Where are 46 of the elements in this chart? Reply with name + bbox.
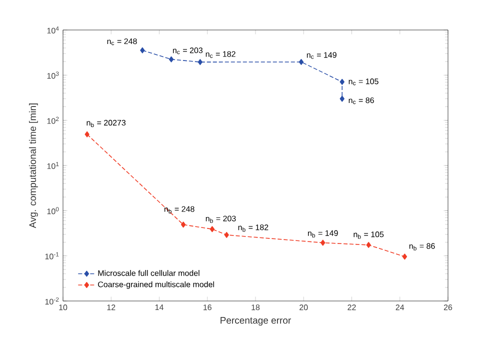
annotation: n$_{b}$ = 105 (354, 232, 384, 239)
point (180, 222, 186, 228)
point (402, 254, 408, 260)
annotation: n$_{c}$ = 248 (107, 38, 137, 46)
y-tick-label: 10$^{-1}$ (45, 252, 59, 260)
point (340, 96, 344, 102)
y-tick-label: 10$^{0}$ (47, 207, 59, 214)
y-tick-label: 10$^{2}$ (47, 116, 59, 124)
point (320, 240, 326, 246)
annotation: n$_{c}$ = 182 (206, 51, 236, 58)
x-tick-label: 24 (396, 304, 404, 310)
annotation: n$_{b}$ = 182 (238, 224, 268, 232)
point (140, 47, 145, 54)
y-tick-label: 10$^{4}$ (47, 26, 59, 34)
annotation: n$_{b}$ = 86 (409, 243, 435, 250)
point (210, 226, 215, 232)
x-tick-label: 16 (204, 304, 212, 310)
y-tick-label: 10$^{1}$ (47, 162, 59, 170)
annotation: n$_{c}$ = 105 (348, 78, 378, 86)
point (224, 232, 229, 238)
x-tick-label: 20 (300, 304, 308, 310)
annotation: n$_{b}$ = 248 (164, 206, 194, 214)
annotation: n$_{b}$ = 20273 (86, 120, 126, 128)
x-tick-label: 12 (107, 304, 116, 310)
legend-label: Coarse-grained multiscale model (98, 281, 214, 289)
annotation: n$_{b}$ = 203 (206, 216, 236, 223)
x-tick-label: 26 (444, 304, 452, 310)
annotation: n$_{c}$ = 149 (306, 52, 336, 59)
point (298, 58, 304, 65)
x-tick-label: 18 (252, 304, 260, 310)
y-tick-label: 10$^{3}$ (47, 72, 59, 79)
point (84, 131, 90, 138)
x-tick-label: 22 (348, 304, 356, 310)
x-tick-label: 10 (59, 304, 68, 310)
y-tick-label: 10$^{-2}$ (45, 297, 59, 305)
point (340, 78, 344, 85)
point (168, 56, 174, 62)
annotation: n$_{c}$ = 86 (348, 97, 374, 104)
annotation: n$_{c}$ = 203 (173, 47, 203, 54)
annotation: n$_{b}$ = 149 (308, 230, 338, 238)
legend-label: Microscale full cellular model (98, 270, 200, 276)
x-axis-title: Percentage error (220, 317, 291, 326)
y-axis-title: Avg. computational time [min] (29, 104, 38, 228)
x-tick-label: 14 (155, 304, 164, 310)
point (198, 59, 203, 66)
point (366, 242, 371, 248)
